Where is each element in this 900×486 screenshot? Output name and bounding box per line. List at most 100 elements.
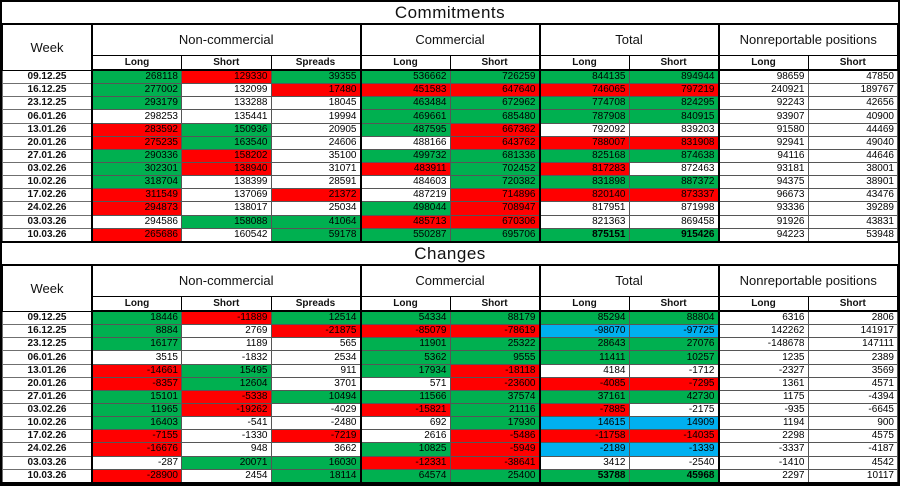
value-cell[interactable]: 5362 [359,350,451,365]
value-cell[interactable]: -5338 [181,389,272,405]
week-cell[interactable]: 03.02.26 [2,402,93,418]
value-cell[interactable]: 141917 [807,324,898,339]
value-cell[interactable]: -1410 [717,455,809,470]
value-cell[interactable]: 2454 [181,468,272,484]
value-cell[interactable]: -14661 [91,363,182,378]
value-cell[interactable]: 6316 [717,310,809,326]
value-cell[interactable]: 726259 [449,69,540,85]
value-cell[interactable]: 21372 [270,188,361,203]
value-cell[interactable]: 4184 [538,363,630,378]
value-cell[interactable]: 138017 [181,201,272,216]
week-cell[interactable]: 10.03.26 [2,227,93,243]
value-cell[interactable]: 869458 [628,214,719,229]
value-cell[interactable]: -2480 [270,416,361,431]
value-cell[interactable]: 681336 [449,148,540,164]
value-cell[interactable]: 11965 [91,402,182,418]
value-cell[interactable]: 565 [270,337,361,352]
value-cell[interactable]: 158202 [181,148,272,164]
value-cell[interactable]: 53788 [538,468,630,484]
value-cell[interactable]: 294586 [91,214,182,229]
value-cell[interactable]: 2297 [717,468,809,484]
value-cell[interactable]: 14909 [628,416,719,431]
value-cell[interactable]: 98659 [717,69,809,85]
value-cell[interactable]: 792092 [538,122,630,137]
value-cell[interactable]: 787908 [538,109,630,124]
value-cell[interactable]: 3662 [270,442,361,457]
week-cell[interactable]: 16.12.25 [2,83,93,98]
value-cell[interactable]: 948 [181,442,272,457]
value-cell[interactable]: 12514 [270,310,361,326]
value-cell[interactable]: 94375 [717,175,809,190]
value-cell[interactable]: 16177 [91,337,182,352]
value-cell[interactable]: 163540 [181,135,272,150]
value-cell[interactable]: 93907 [717,109,809,124]
value-cell[interactable]: -18118 [449,363,540,378]
value-cell[interactable]: 19994 [270,109,361,124]
value-cell[interactable]: -2540 [628,455,719,470]
value-cell[interactable]: 27076 [628,337,719,352]
value-cell[interactable]: -4085 [538,376,630,391]
week-cell[interactable]: 16.12.25 [2,324,93,339]
value-cell[interactable]: 550287 [359,227,451,243]
value-cell[interactable]: 37574 [449,389,540,405]
value-cell[interactable]: -1330 [181,429,272,444]
value-cell[interactable]: 900 [807,416,898,431]
value-cell[interactable]: 41064 [270,214,361,229]
value-cell[interactable]: 21116 [449,402,540,418]
week-cell[interactable]: 23.12.25 [2,337,93,352]
value-cell[interactable]: -1712 [628,363,719,378]
value-cell[interactable]: 3701 [270,376,361,391]
value-cell[interactable]: 96673 [717,188,809,203]
value-cell[interactable]: 25322 [449,337,540,352]
value-cell[interactable]: 831898 [538,175,630,190]
week-cell[interactable]: 27.01.26 [2,148,93,164]
value-cell[interactable]: 94116 [717,148,809,164]
value-cell[interactable]: 485713 [359,214,451,229]
value-cell[interactable]: 820140 [538,188,630,203]
value-cell[interactable]: 147111 [807,337,898,352]
week-cell[interactable]: 27.01.26 [2,389,93,405]
value-cell[interactable]: 872463 [628,161,719,177]
value-cell[interactable]: 49040 [807,135,898,150]
value-cell[interactable]: 824295 [628,96,719,111]
value-cell[interactable]: 499732 [359,148,451,164]
value-cell[interactable]: -15821 [359,402,451,418]
value-cell[interactable]: 2389 [807,350,898,365]
value-cell[interactable]: 265686 [91,227,182,243]
value-cell[interactable]: 88804 [628,310,719,326]
value-cell[interactable]: 17930 [449,416,540,431]
week-cell[interactable]: 03.03.26 [2,214,93,229]
value-cell[interactable]: 42730 [628,389,719,405]
value-cell[interactable]: 35100 [270,148,361,164]
value-cell[interactable]: 20071 [181,455,272,470]
week-cell[interactable]: 24.02.26 [2,442,93,457]
value-cell[interactable]: 53948 [807,227,898,243]
value-cell[interactable]: 39355 [270,69,361,85]
value-cell[interactable]: 746065 [538,83,630,98]
value-cell[interactable]: 3412 [538,455,630,470]
value-cell[interactable]: 4575 [807,429,898,444]
value-cell[interactable]: 47850 [807,69,898,85]
value-cell[interactable]: 18114 [270,468,361,484]
value-cell[interactable]: 702452 [449,161,540,177]
value-cell[interactable]: -4187 [807,442,898,457]
value-cell[interactable]: 25400 [449,468,540,484]
value-cell[interactable]: 484603 [359,175,451,190]
value-cell[interactable]: 469661 [359,109,451,124]
value-cell[interactable]: 1194 [717,416,809,431]
value-cell[interactable]: 39289 [807,201,898,216]
value-cell[interactable]: 498044 [359,201,451,216]
value-cell[interactable]: 293179 [91,96,182,111]
value-cell[interactable]: 817951 [538,201,630,216]
value-cell[interactable]: 720382 [449,175,540,190]
value-cell[interactable]: 487595 [359,122,451,137]
value-cell[interactable]: 240921 [717,83,809,98]
week-cell[interactable]: 17.02.26 [2,188,93,203]
value-cell[interactable]: 2769 [181,324,272,339]
value-cell[interactable]: 44469 [807,122,898,137]
value-cell[interactable]: -7219 [270,429,361,444]
value-cell[interactable]: 915426 [628,227,719,243]
value-cell[interactable]: 28643 [538,337,630,352]
value-cell[interactable]: 85294 [538,310,630,326]
value-cell[interactable]: 290336 [91,148,182,164]
